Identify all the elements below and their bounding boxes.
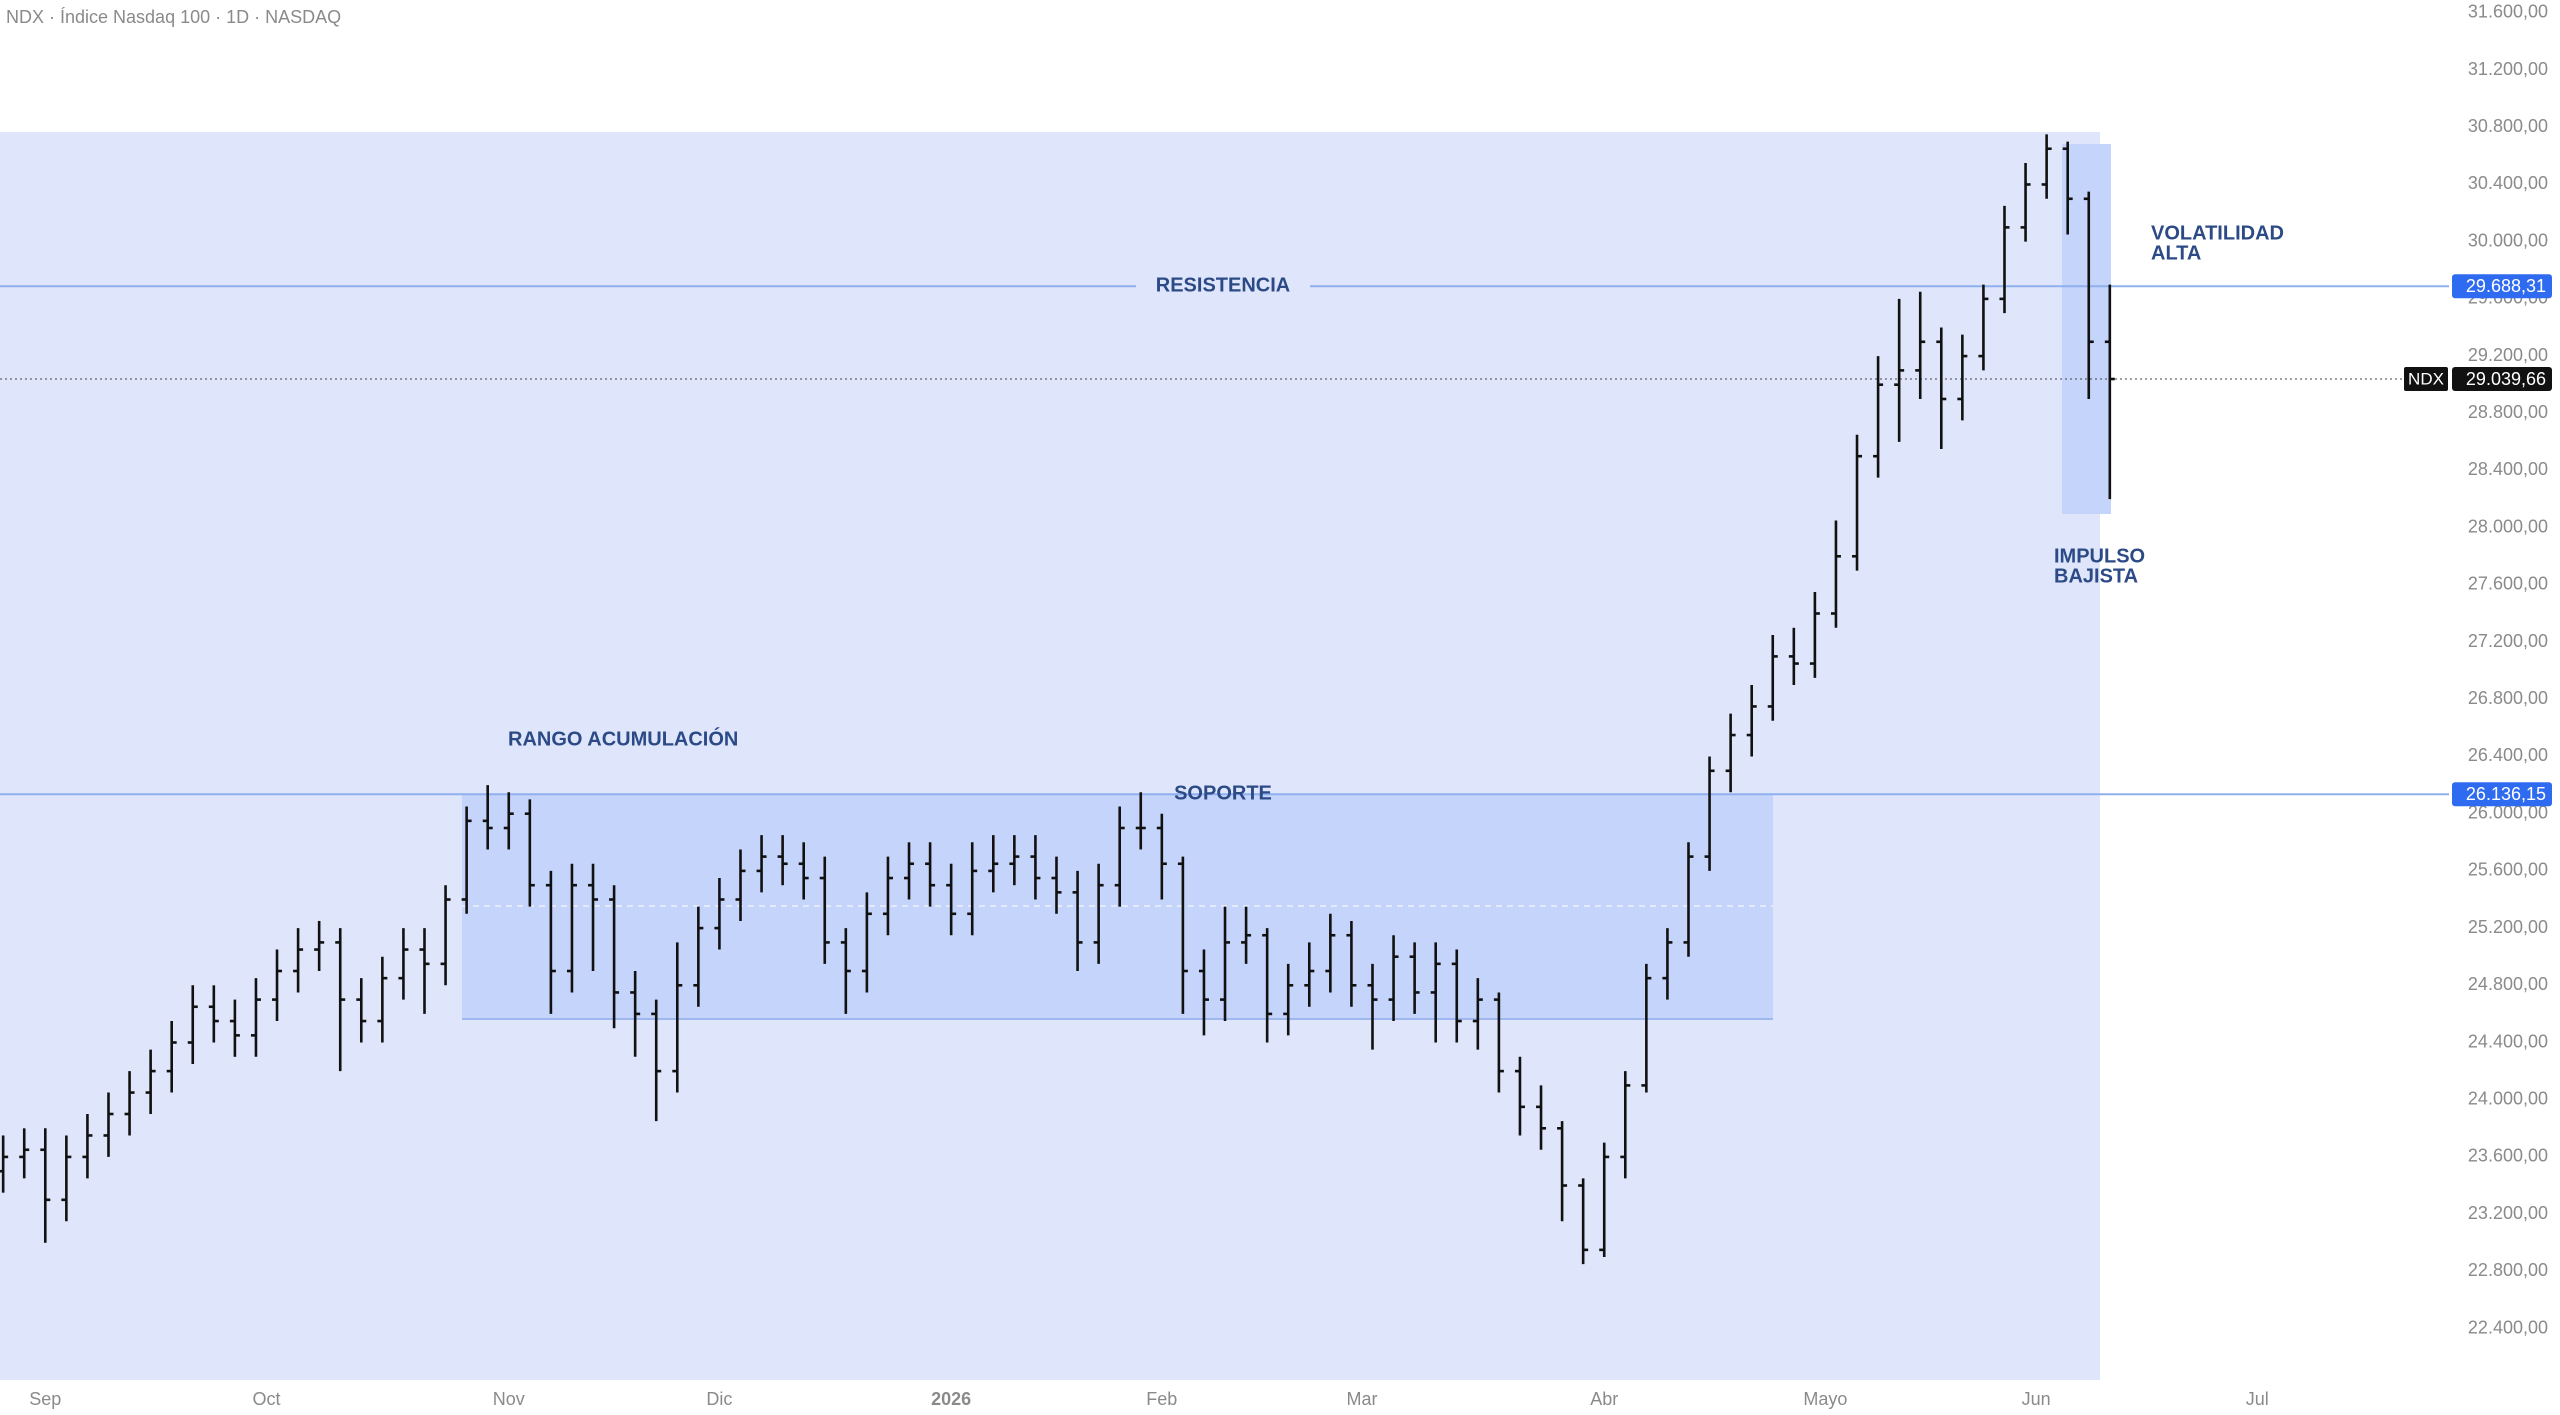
annotation: IMPULSO: [2054, 545, 2145, 567]
range-box: [462, 795, 1773, 1019]
y-tick-label: 23.600,00: [2468, 1146, 2548, 1166]
level-label: RESISTENCIA: [1156, 275, 1290, 297]
y-tick-label: 25.600,00: [2468, 860, 2548, 880]
x-tick-label: Jul: [2246, 1389, 2269, 1409]
y-tick-label: 23.200,00: [2468, 1203, 2548, 1223]
y-tick-label: 27.600,00: [2468, 574, 2548, 594]
y-tick-label: 22.800,00: [2468, 1260, 2548, 1280]
symbol-label: NDX: [2408, 369, 2444, 388]
price-label: 29.039,66: [2466, 369, 2546, 389]
y-tick-label: 27.200,00: [2468, 631, 2548, 651]
y-tick-label: 24.000,00: [2468, 1088, 2548, 1108]
y-tick-label: 28.000,00: [2468, 516, 2548, 536]
level-value-label: 29.688,31: [2466, 276, 2546, 296]
y-tick-label: 30.000,00: [2468, 230, 2548, 250]
annotation: BAJISTA: [2054, 565, 2138, 587]
annotation: RANGO ACUMULACIÓN: [508, 726, 738, 750]
y-tick-label: 24.400,00: [2468, 1031, 2548, 1051]
y-tick-label: 30.800,00: [2468, 116, 2548, 136]
x-tick-label: Mar: [1346, 1389, 1377, 1409]
volatility-box: [2062, 144, 2111, 514]
x-tick-label: Abr: [1590, 1389, 1618, 1409]
x-tick-label: Feb: [1146, 1389, 1177, 1409]
x-tick-label: Jun: [2022, 1389, 2051, 1409]
y-tick-label: 28.400,00: [2468, 459, 2548, 479]
level-badge: [2452, 782, 2552, 807]
y-tick-label: 30.400,00: [2468, 173, 2548, 193]
x-tick-label: Mayo: [1803, 1389, 1847, 1409]
y-tick-label: 31.200,00: [2468, 59, 2548, 79]
annotation: VOLATILIDAD: [2151, 222, 2284, 244]
y-tick-label: 31.600,00: [2468, 2, 2548, 22]
y-tick-label: 26.800,00: [2468, 688, 2548, 708]
y-tick-label: 24.800,00: [2468, 974, 2548, 994]
y-tick-label: 26.000,00: [2468, 802, 2548, 822]
chart-title: NDX · Índice Nasdaq 100 · 1D · NASDAQ: [6, 7, 341, 27]
x-tick-label: Sep: [29, 1389, 61, 1409]
annotation: ALTA: [2151, 242, 2201, 264]
y-tick-label: 28.800,00: [2468, 402, 2548, 422]
level-label-bg: [1136, 273, 1310, 300]
level-value-label: 26.136,15: [2466, 784, 2546, 804]
level-badge: [2452, 274, 2552, 299]
price-badge: [2452, 367, 2552, 392]
symbol-badge: [2404, 367, 2448, 392]
x-tick-label: Dic: [706, 1389, 732, 1409]
y-tick-label: 29.200,00: [2468, 345, 2548, 365]
y-tick-label: 26.400,00: [2468, 745, 2548, 765]
x-tick-label: 2026: [931, 1389, 971, 1409]
axis-area: [2449, 0, 2560, 1415]
x-tick-label: Oct: [252, 1389, 280, 1409]
x-tick-label: Nov: [493, 1389, 525, 1409]
level-label: SOPORTE: [1174, 783, 1272, 805]
y-tick-label: 25.200,00: [2468, 917, 2548, 937]
highlight-region: [0, 132, 2100, 1380]
y-tick-label: 22.400,00: [2468, 1317, 2548, 1337]
